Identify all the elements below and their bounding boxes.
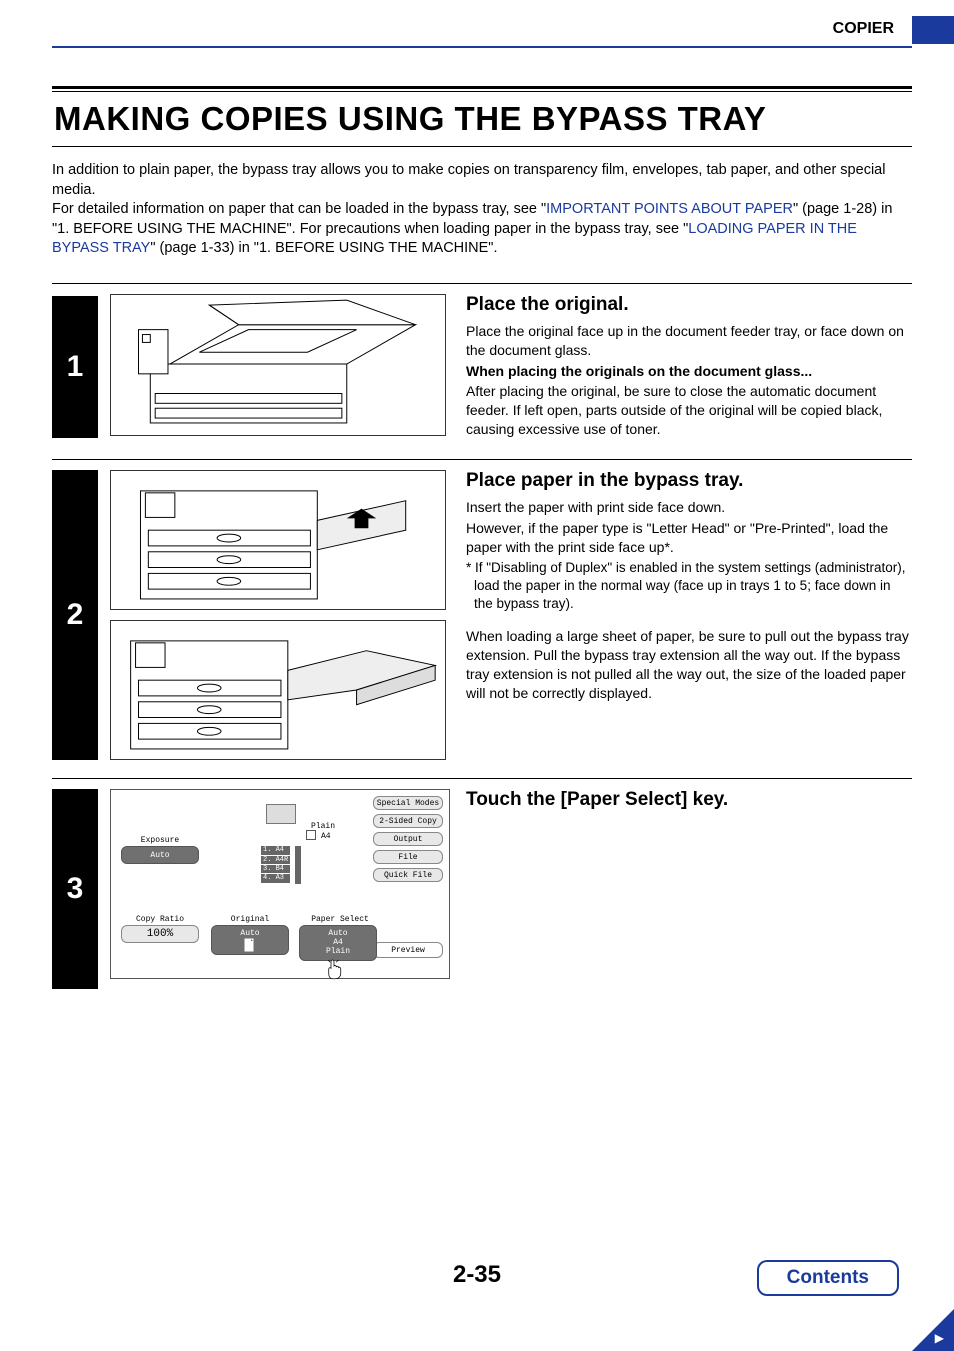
step-2: 2 [52, 459, 912, 760]
page-title: MAKING COPIES USING THE BYPASS TRAY [52, 94, 912, 146]
panel-original-auto: Auto [240, 929, 259, 938]
step-2-image-col [98, 470, 458, 760]
step-1-title: Place the original. [466, 294, 912, 316]
title-rule-bottom [52, 146, 912, 147]
panel-copyratio-label: Copy Ratio [123, 915, 197, 924]
panel-paperselect-btn[interactable]: Auto A4 Plain [299, 925, 377, 961]
step-3-image-col: Special Modes 2-Sided Copy Output File Q… [98, 789, 458, 989]
panel-2sided-btn[interactable]: 2-Sided Copy [373, 814, 443, 828]
panel-tray-top-icon [266, 804, 296, 824]
panel-special-modes-btn[interactable]: Special Modes [373, 796, 443, 810]
link-important-points[interactable]: IMPORTANT POINTS ABOUT PAPER [546, 201, 793, 217]
original-page-icon [243, 938, 257, 952]
panel-copyratio-btn[interactable]: 100% [121, 925, 199, 943]
panel-tray-3: 3. B4 [261, 865, 290, 873]
panel-preview-btn[interactable]: Preview [373, 942, 443, 958]
step-1: 1 Place the original. Place [52, 283, 912, 441]
step-1-image-col [98, 294, 458, 441]
step-2-body-2: However, if the paper type is "Letter He… [466, 519, 912, 557]
step-3-touch-panel: Special Modes 2-Sided Copy Output File Q… [110, 789, 446, 989]
intro-text-2a: For detailed information on paper that c… [52, 201, 546, 217]
step-1-illustration [110, 294, 446, 436]
step-3-text: Touch the [Paper Select] key. [458, 789, 912, 989]
panel-exposure-auto-btn[interactable]: Auto [121, 846, 199, 864]
panel-tray-side-icon [295, 846, 301, 884]
contents-button[interactable]: Contents [757, 1260, 899, 1296]
intro-text-2c: " (page 1-33) in "1. BEFORE USING THE MA… [150, 240, 497, 256]
step-2-illustration-b [110, 620, 446, 760]
step-2-body-3: When loading a large sheet of paper, be … [466, 627, 912, 703]
bypass-tray-extended-icon [111, 621, 445, 759]
step-1-num-col: 1 [52, 294, 98, 441]
step-3: 3 Special Modes 2-Sided Copy Output File… [52, 778, 912, 989]
panel-original-label: Original [219, 915, 281, 924]
intro-text-1: In addition to plain paper, the bypass t… [52, 162, 885, 198]
step-2-body-1: Insert the paper with print side face do… [466, 498, 912, 517]
copier-touch-panel: Special Modes 2-Sided Copy Output File Q… [110, 789, 450, 979]
step-1-body: Place the original face up in the docume… [466, 322, 912, 439]
step-2-number: 2 [52, 470, 98, 760]
step-3-title: Touch the [Paper Select] key. [466, 789, 912, 811]
step-3-num-col: 3 [52, 789, 98, 989]
bypass-tray-closed-icon [111, 471, 445, 609]
step-1-text: Place the original. Place the original f… [458, 294, 912, 441]
step-3-number: 3 [52, 789, 98, 989]
panel-output-btn[interactable]: Output [373, 832, 443, 846]
step-1-body-2: When placing the originals on the docume… [466, 362, 912, 381]
panel-file-btn[interactable]: File [373, 850, 443, 864]
step-2-title: Place paper in the bypass tray. [466, 470, 912, 492]
panel-a4-label: A4 [321, 832, 331, 841]
step-2-body: Insert the paper with print side face do… [466, 498, 912, 703]
corner-arrow-glyph: ▶ [935, 1331, 944, 1345]
step-2-illustration-a [110, 470, 446, 610]
corner-next-arrow[interactable] [912, 1309, 954, 1351]
panel-quickfile-btn[interactable]: Quick File [373, 868, 443, 882]
panel-exposure-label: Exposure [125, 836, 195, 845]
step-2-num-col: 2 [52, 470, 98, 760]
title-rule-top [52, 86, 912, 92]
panel-paperselect-label: Paper Select [305, 915, 375, 924]
step-1-number: 1 [52, 296, 98, 438]
copier-open-lid-icon [111, 295, 445, 435]
panel-ps-plain: Plain [326, 948, 350, 957]
step-2-text: Place paper in the bypass tray. Insert t… [458, 470, 912, 760]
hand-cursor-icon [325, 958, 343, 980]
panel-original-btn[interactable]: Auto [211, 925, 289, 955]
header-accent-bar [912, 16, 954, 44]
intro-paragraph: In addition to plain paper, the bypass t… [52, 161, 912, 259]
step-1-body-3: After placing the original, be sure to c… [466, 382, 912, 439]
section-label: COPIER [833, 20, 894, 38]
step-1-body-1: Place the original face up in the docume… [466, 322, 912, 360]
panel-a4-box-icon [306, 830, 316, 840]
header-underline [52, 46, 912, 48]
panel-tray-2: 2. A4R [261, 856, 290, 864]
step-2-note: * If "Disabling of Duplex" is enabled in… [466, 559, 912, 614]
panel-tray-4: 4. A3 [261, 874, 290, 882]
panel-tray-1: 1. A4 [261, 846, 290, 854]
page-content: MAKING COPIES USING THE BYPASS TRAY In a… [52, 86, 912, 1007]
panel-tray-list: 1. A4 2. A4R 3. B4 4. A3 [261, 846, 290, 884]
